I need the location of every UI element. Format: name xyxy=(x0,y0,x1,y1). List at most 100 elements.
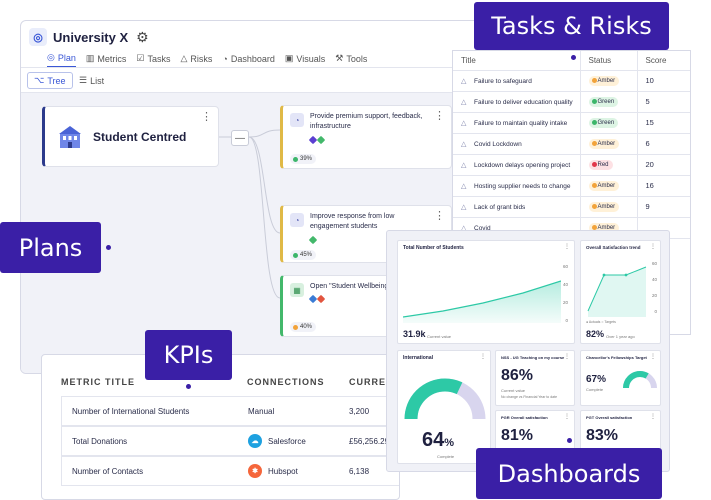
y-tick: 60 xyxy=(651,261,657,266)
risk-title: Covid xyxy=(474,224,491,232)
tab-visuals[interactable]: ▣ Visuals xyxy=(285,52,325,68)
kebab-menu-icon[interactable]: ⋮ xyxy=(650,414,656,420)
nss-value: 86% xyxy=(501,367,534,384)
status-text: Amber xyxy=(597,140,616,147)
students-area-chart xyxy=(403,280,561,323)
progress-badge: 45% xyxy=(290,250,317,260)
risk-title-cell: △ Failure to safeguard xyxy=(453,70,580,92)
objective-card[interactable]: ◔ Provide premium support, feedback, inf… xyxy=(280,105,452,169)
y-tick: 20 xyxy=(651,293,657,298)
list-view-button[interactable]: ☰ List xyxy=(73,72,110,89)
tab-label: Metrics xyxy=(97,53,127,64)
risk-score: 6 xyxy=(636,133,690,155)
satisfaction-trend-widget[interactable]: Overall Satisfaction trend ⋮ 60 40 20 0 … xyxy=(580,240,661,344)
callout-pointer xyxy=(106,245,111,250)
tree-view-button[interactable]: ⌥ Tree xyxy=(27,72,73,89)
current-value: 3,200 xyxy=(349,407,370,416)
progress-value: 45% xyxy=(300,252,313,258)
risk-status-cell: Amber xyxy=(579,133,637,155)
kebab-menu-icon[interactable]: ⋮ xyxy=(564,354,570,360)
widget-title: Overall Satisfaction trend xyxy=(586,245,641,250)
callout-pointer xyxy=(571,55,576,60)
status-text: Red xyxy=(597,161,609,168)
plan-root-card[interactable]: Student Centred ⋮ xyxy=(42,106,219,167)
table-row[interactable]: △ Failure to maintain quality intake Green… xyxy=(453,112,690,134)
warning-icon: △ xyxy=(461,224,467,232)
kpis-callout: KPIs xyxy=(145,330,232,380)
tab-risks[interactable]: △ Risks xyxy=(180,52,212,68)
progress-value: 39% xyxy=(300,156,313,162)
salesforce-icon: ☁ xyxy=(248,434,262,448)
status-badge: Green xyxy=(588,117,619,128)
widget-title: PGT Overall satisfaction xyxy=(586,415,633,420)
nss-note: No change vs Financial Year to date xyxy=(501,395,558,399)
table-row[interactable]: Number of International Students Manual … xyxy=(61,396,399,426)
tree-view-label: Tree xyxy=(47,75,66,86)
y-tick: 0 xyxy=(654,309,657,314)
gauge-icon: ◔ xyxy=(290,213,304,227)
status-text: Amber xyxy=(597,182,616,189)
table-row[interactable]: Number of Contacts ✱ Hubspot 6,138 xyxy=(61,456,399,486)
callout-pointer xyxy=(567,438,572,443)
kebab-menu-icon[interactable]: ⋮ xyxy=(650,354,656,360)
column-header-title[interactable]: Title xyxy=(453,51,580,71)
table-row[interactable]: △ Hosting supplier needs to change Amber 16 xyxy=(453,175,690,197)
tab-tasks[interactable]: ☑ Tasks xyxy=(136,52,170,68)
status-badge: Amber xyxy=(588,201,620,212)
students-value: 31.9k xyxy=(403,329,426,339)
nss-widget[interactable]: NSS - UG Teaching on my course ⋮ 86% Cur… xyxy=(495,350,575,406)
international-caption: Complete xyxy=(437,454,455,459)
tab-dashboard[interactable]: ◔ Dashboard xyxy=(222,52,274,68)
tab-plan[interactable]: ◎ Plan xyxy=(47,52,76,68)
gauge-number: 64 xyxy=(422,429,445,451)
table-icon: ▦ xyxy=(290,283,304,297)
kebab-menu-icon[interactable]: ⋮ xyxy=(564,244,570,250)
status-badge: Green xyxy=(588,96,619,107)
kebab-menu-icon[interactable]: ⋮ xyxy=(564,414,570,420)
risk-title: Hosting supplier needs to change xyxy=(474,182,571,190)
widget-title: Total Number of Students xyxy=(403,245,464,251)
column-header-score[interactable]: Score xyxy=(636,51,690,71)
warning-icon: △ xyxy=(180,53,188,63)
warning-icon: △ xyxy=(461,182,467,190)
warning-icon: △ xyxy=(461,77,467,85)
status-badge: Amber xyxy=(588,75,620,86)
fellowships-caption: Complete xyxy=(586,387,604,392)
column-header-current[interactable]: CURREN xyxy=(349,377,394,387)
table-row[interactable]: △ Lack of grant bids Amber 9 xyxy=(453,196,690,218)
status-badge: Amber xyxy=(588,222,620,233)
fellowships-widget[interactable]: Chancellor's Fellowships Target ⋮ 67% Co… xyxy=(580,350,661,406)
kebab-menu-icon[interactable]: ⋮ xyxy=(434,110,445,122)
collapse-button[interactable]: — xyxy=(231,130,249,146)
bar-chart-icon: ▥ xyxy=(85,53,95,63)
tag-icon xyxy=(316,294,326,304)
table-row[interactable]: △ Covid Lockdown Amber 6 xyxy=(453,133,690,155)
app-name: University X xyxy=(53,29,129,45)
risk-title-cell: △ Failure to deliver education quality xyxy=(453,91,580,113)
dashboard-panel: Total Number of Students ⋮ 60 40 20 0 31… xyxy=(386,230,670,472)
total-students-widget[interactable]: Total Number of Students ⋮ 60 40 20 0 31… xyxy=(397,240,575,344)
column-header-status[interactable]: Status xyxy=(579,51,637,71)
nss-caption: Current value xyxy=(501,388,526,393)
table-row[interactable]: △ Failure to safeguard Amber 10 xyxy=(453,70,690,92)
kebab-menu-icon[interactable]: ⋮ xyxy=(650,244,656,250)
international-widget[interactable]: International ⋮ 64% Complete xyxy=(397,350,491,464)
risk-title-cell: △ Lack of grant bids xyxy=(453,196,580,218)
tab-tools[interactable]: ⚒ Tools xyxy=(335,52,367,68)
risk-status-cell: Green xyxy=(579,91,637,113)
table-row[interactable]: Total Donations ☁ Salesforce £56,256.29 xyxy=(61,426,399,456)
chart-legend: ● Actuals ○ Targets xyxy=(586,320,616,324)
risk-score: 15 xyxy=(636,112,690,134)
tab-metrics[interactable]: ▥ Metrics xyxy=(86,52,127,68)
column-header-metric-title[interactable]: METRIC TITLE xyxy=(61,377,135,387)
kebab-menu-icon[interactable]: ⋮ xyxy=(201,111,212,123)
tag-list xyxy=(308,135,326,145)
table-row[interactable]: △ Failure to deliver education quality Gre… xyxy=(453,91,690,113)
kebab-menu-icon[interactable]: ⋮ xyxy=(480,354,486,360)
table-row[interactable]: △ Lockdown delays opening project Red 20 xyxy=(453,154,690,176)
fellowships-gauge xyxy=(623,371,657,389)
pgt-value: 83% xyxy=(586,427,619,444)
gear-icon[interactable]: ⚙ xyxy=(136,28,149,45)
kebab-menu-icon[interactable]: ⋮ xyxy=(434,210,445,222)
column-header-connections[interactable]: CONNECTIONS xyxy=(247,377,325,387)
